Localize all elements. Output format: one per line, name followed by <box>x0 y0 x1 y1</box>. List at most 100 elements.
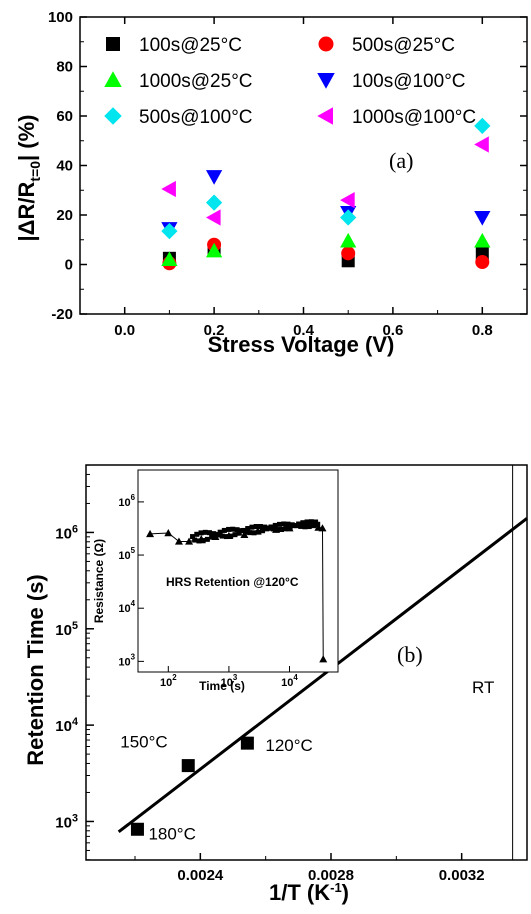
x-tick-label-a: 0.8 <box>472 322 493 339</box>
data-points-b: 180°C 150°C 120°C <box>120 733 313 844</box>
data-point-triangle-left <box>340 192 355 209</box>
panel-label-a: (a) <box>389 148 413 173</box>
temperature-label: 150°C <box>120 733 167 752</box>
inset-data-point <box>221 527 227 533</box>
data-point-triangle-down <box>205 170 223 185</box>
y-tick-label-a: -20 <box>51 306 73 323</box>
y-tick-label-a: 60 <box>56 108 73 125</box>
inset-axis-ticks: 102 103 104 103 104 105 106 <box>118 493 298 689</box>
inset-marker <box>211 532 220 541</box>
inset-data-point <box>245 526 251 532</box>
inset-data-point <box>281 521 287 527</box>
inset-y-tick-label: 104 <box>118 599 135 615</box>
inset-marker <box>174 537 183 545</box>
data-point-triangle-up <box>205 242 223 258</box>
data-point-diamond <box>161 222 178 240</box>
rt-label: RT <box>472 678 494 697</box>
temperature-label: 180°C <box>148 824 195 843</box>
data-point-square <box>240 736 254 750</box>
y-tick-label-b: 105 <box>55 620 78 639</box>
x-tick-label-a: 0.2 <box>204 322 225 339</box>
legend-marker-triangle-up <box>104 71 122 87</box>
inset-data-point <box>190 534 196 540</box>
inset-data-point <box>308 519 314 525</box>
inset-x-tick-label: 103 <box>221 673 238 689</box>
x-tick-label-b: 0.0024 <box>177 867 224 884</box>
inset-data-point <box>310 523 316 529</box>
legend-label: 1000s@100°C <box>352 107 476 128</box>
data-point-triangle-up <box>340 232 357 248</box>
inset-data-point <box>217 529 223 535</box>
legend-marker-diamond <box>104 107 122 125</box>
inset-marker <box>146 529 155 538</box>
inset-data-point <box>226 526 232 532</box>
y-tick-label-a: 40 <box>56 158 73 175</box>
data-point-circle <box>341 246 356 261</box>
inset-data-point <box>315 521 321 527</box>
inset-data-point <box>230 526 236 532</box>
data-point-triangle-left <box>205 209 221 226</box>
inset-frame <box>137 469 339 673</box>
data-point-triangle-left <box>474 136 489 153</box>
y-axis-label-b: Retention Time (s) <box>23 574 48 766</box>
y-tick-label-b: 106 <box>55 523 78 542</box>
inset-data-point <box>272 522 278 528</box>
x-axis-label-b: 1/T (K-1) <box>269 880 349 905</box>
data-point-triangle-left <box>161 180 176 198</box>
axis-ticks-a: 0.0 0.2 0.4 0.6 0.8 -20 0 20 40 60 80 100 <box>48 9 528 339</box>
x-tick-label-b: 0.0032 <box>439 867 485 884</box>
legend-marker-square <box>106 37 120 51</box>
inset-data <box>146 519 328 663</box>
inset-data-point <box>192 537 198 543</box>
legend-label: 100s@25°C <box>139 35 242 56</box>
inset-data-point <box>298 523 304 529</box>
inset-marker <box>164 528 173 537</box>
inset-data-point <box>234 527 240 533</box>
y-tick-label-a: 80 <box>56 59 73 76</box>
inset-marker <box>303 520 312 528</box>
y-tick-label-a: 20 <box>56 207 73 224</box>
legend-a: 100s@25°C 500s@25°C 1000s@25°C 100s@100°C 50… <box>104 35 476 128</box>
inset-title: HRS Retention @120°C <box>166 575 299 589</box>
legend-marker-triangle-left <box>317 107 333 125</box>
legend-label: 1000s@25°C <box>139 71 253 92</box>
inset-marker <box>185 537 194 545</box>
legend-marker-triangle-down <box>317 73 335 89</box>
inset-marker <box>224 531 233 540</box>
inset-data-point <box>215 532 221 538</box>
legend-label: 100s@100°C <box>352 71 466 92</box>
arrhenius-fit-line <box>117 517 528 834</box>
inset-y-tick-label: 103 <box>118 652 135 668</box>
y-tick-label-a: 0 <box>65 257 73 274</box>
inset-marker <box>319 655 328 663</box>
inset-data-point <box>232 532 238 538</box>
data-point-square <box>181 759 195 773</box>
inset-marker <box>285 524 294 532</box>
x-axis-label-a: Stress Voltage (V) <box>208 332 395 357</box>
data-point-triangle-down <box>474 210 491 226</box>
data-point-triangle-up <box>161 251 178 267</box>
inset-y-tick-label: 105 <box>118 546 135 562</box>
chart-panel-b: 0.0024 0.0028 0.0032 103 104 105 106 180°C 150°… <box>23 464 528 905</box>
y-tick-label-b: 104 <box>55 716 78 735</box>
data-point-diamond <box>205 194 223 211</box>
data-point-diamond <box>474 117 491 135</box>
inset-data-point <box>251 530 257 536</box>
inset-data-point <box>247 530 253 536</box>
temperature-label: 120°C <box>265 736 312 755</box>
legend-label: 500s@100°C <box>139 107 253 128</box>
inset-x-tick-label: 104 <box>281 673 298 689</box>
plot-frame-a <box>79 16 528 315</box>
inset-x-axis-label: Time (s) <box>199 679 245 693</box>
inset-data-point <box>204 536 210 542</box>
data-point-square <box>130 822 144 836</box>
x-tick-label-a: 0.4 <box>293 322 315 339</box>
inset-data-point <box>253 524 259 530</box>
inset-data-point <box>270 526 276 532</box>
data-point-diamond <box>340 209 357 226</box>
y-axis-label-a: |ΔR/Rt=0| (%) <box>14 115 43 242</box>
data-points-a <box>161 117 491 271</box>
x-tick-label-b: 0.0028 <box>308 867 354 884</box>
inset-data-point <box>285 521 291 527</box>
inset-marker <box>272 525 281 533</box>
